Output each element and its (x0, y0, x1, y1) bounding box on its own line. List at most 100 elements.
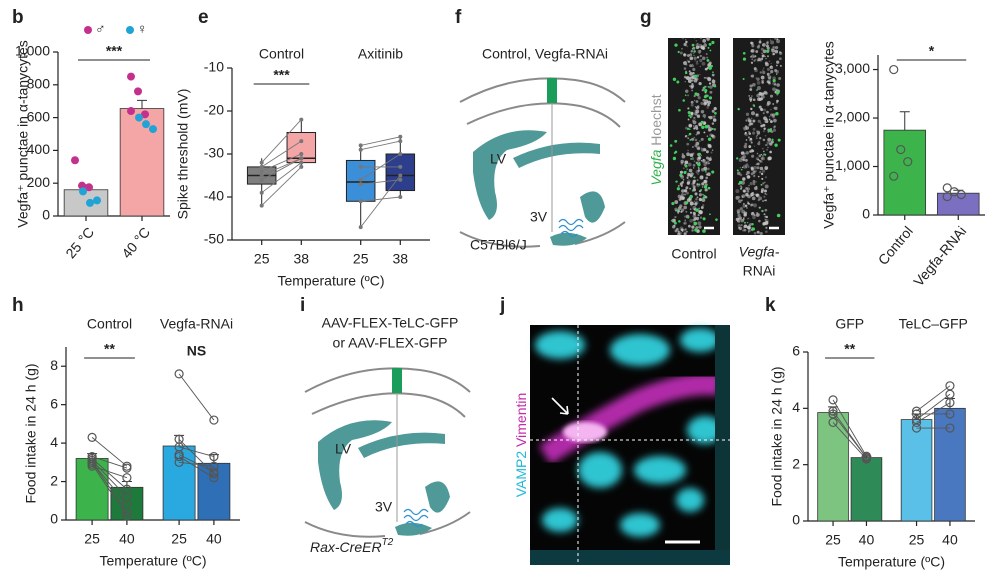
hoechst-speck (756, 86, 761, 91)
hoechst-speck (772, 46, 776, 49)
hoechst-speck (760, 47, 764, 51)
x-axis-label: Temperature (ºC) (277, 273, 384, 289)
data-point (209, 473, 219, 483)
hoechst-speck (771, 48, 775, 53)
hoechst-speck (763, 108, 767, 112)
vegfa-speck (683, 170, 687, 175)
y-tick-label: -30 (204, 145, 224, 161)
hoechst-speck (685, 76, 690, 81)
error-bar (137, 99, 147, 109)
hoechst-speck (761, 52, 763, 55)
hoechst-speck (677, 230, 680, 233)
hoechst-speck (746, 170, 750, 175)
vegfa-speck (714, 111, 717, 115)
hoechst-speck (691, 89, 694, 92)
hoechst-speck (740, 156, 745, 160)
hoechst-speck (690, 100, 694, 104)
vegfa-speck (700, 120, 704, 124)
hoechst-speck (761, 177, 764, 180)
hoechst-speck (749, 137, 753, 141)
diagram-label: 3V (375, 499, 393, 515)
hoechst-speck (739, 185, 742, 188)
hoechst-speck (748, 145, 752, 149)
data-point (85, 183, 93, 192)
hoechst-speck (756, 152, 759, 155)
y-axis-label: Spike threshold (mV) (175, 89, 191, 220)
y-tick-label: 3,000 (835, 60, 870, 76)
hoechst-speck (757, 142, 761, 146)
hoechst-speck (702, 158, 705, 161)
hoechst-speck (762, 222, 766, 226)
hoechst-speck (699, 73, 701, 76)
hoechst-speck (757, 119, 761, 123)
hoechst-speck (678, 198, 682, 201)
hoechst-speck (772, 87, 776, 92)
hoechst-speck (767, 137, 772, 142)
vegfa-speck (701, 125, 705, 129)
hoechst-speck (747, 165, 750, 168)
hoechst-speck (762, 67, 765, 69)
vegfa-speck (689, 138, 692, 141)
hoechst-speck (696, 60, 698, 62)
data-point (358, 182, 363, 187)
group-label: TeLC–GFP (899, 316, 968, 332)
hoechst-speck (750, 117, 753, 120)
hoechst-speck (712, 118, 717, 122)
hoechst-speck (737, 213, 741, 218)
hoechst-speck (692, 67, 696, 72)
hoechst-speck (704, 179, 708, 184)
hoechst-speck (757, 199, 760, 202)
hoechst-speck (692, 206, 697, 210)
hoechst-speck (699, 212, 702, 215)
hoechst-speck (695, 100, 699, 103)
hoechst-speck (747, 202, 750, 205)
vegfa-speck (685, 201, 689, 205)
hoechst-speck (762, 138, 766, 142)
data-point (398, 173, 403, 178)
hoechst-speck (686, 59, 689, 62)
hoechst-speck (697, 49, 702, 54)
hoechst-speck (699, 216, 703, 219)
hoechst-speck (702, 147, 707, 152)
x-tick-label: 25 (353, 251, 369, 267)
x-tick-label: 38 (294, 251, 310, 267)
data-point (358, 147, 363, 152)
data-point (259, 173, 264, 178)
hoechst-speck (702, 204, 705, 207)
hoechst-speck (689, 53, 693, 57)
y-axis-label: Vegfa⁺ punctae in α-tanycytes (821, 41, 837, 228)
group-label: GFP (835, 316, 864, 332)
hoechst-speck (691, 48, 694, 50)
hoechst-speck (743, 213, 747, 217)
arrow (551, 397, 569, 415)
hoechst-speck (749, 138, 753, 142)
hoechst-speck (756, 230, 760, 234)
hoechst-speck (698, 51, 701, 54)
hoechst-speck (760, 172, 764, 176)
pair-line (179, 461, 214, 467)
pair-line (360, 175, 401, 228)
hoechst-speck (694, 60, 696, 62)
pair-line (832, 422, 867, 460)
hoechst-speck (740, 187, 743, 190)
hoechst-speck (706, 106, 709, 109)
hoechst-speck (690, 84, 695, 88)
strain-sup: T2 (382, 537, 394, 548)
hoechst-speck (756, 81, 761, 85)
hoechst-speck (750, 111, 755, 116)
hoechst-speck (762, 190, 765, 192)
y-tick-label: 0 (50, 511, 58, 527)
hoechst-speck (762, 43, 766, 47)
hoechst-speck (760, 94, 765, 99)
hoechst-speck (693, 94, 696, 98)
data-point (87, 461, 97, 471)
y-tick-label: -50 (204, 231, 224, 247)
hoechst-speck (752, 180, 756, 183)
hoechst-speck (698, 197, 703, 202)
data-point (122, 511, 132, 521)
hoechst-speck (702, 193, 704, 196)
hoechst-speck (754, 186, 758, 191)
hoechst-speck (709, 90, 713, 94)
data-point (122, 507, 132, 517)
hoechst-speck (752, 119, 756, 123)
